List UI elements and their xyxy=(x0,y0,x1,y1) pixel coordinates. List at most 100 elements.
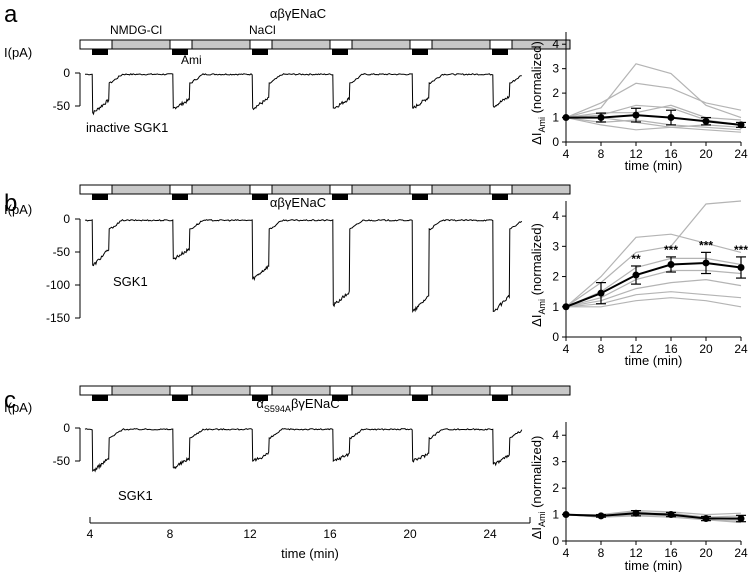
trace-y-tick: -150 xyxy=(46,311,70,325)
trace-y-tick: -50 xyxy=(53,245,71,259)
nmdg-segment xyxy=(191,184,251,195)
trace-panel-a: I(pA) 0 -50 xyxy=(4,39,571,116)
mean-point xyxy=(597,114,605,122)
y-axis-label: ΔIAmi (normalized) xyxy=(529,223,547,327)
x-axis-label: time (min) xyxy=(625,558,683,572)
trace-y-axis: I(pA) 0 -50 xyxy=(4,400,81,468)
time-tick-4: 4 xyxy=(87,527,94,541)
amiloride-marker xyxy=(252,49,268,55)
nmdg-segment xyxy=(111,385,171,396)
trace-panels: I(pA) 0 -50 I(pA) 0 -50 -100 -150 I(pA) 0 -50 xyxy=(4,39,571,473)
amiloride-marker xyxy=(332,395,348,401)
mean-point xyxy=(632,509,640,517)
y-tick-label: 4 xyxy=(552,37,559,51)
nmdg-segment xyxy=(431,385,491,396)
current-axis-label: I(pA) xyxy=(4,202,32,217)
time-axis-label: time (min) xyxy=(281,546,339,561)
nmdg-segment xyxy=(351,184,411,195)
trace-y-tick: -50 xyxy=(53,454,71,468)
x-tick-label: 16 xyxy=(664,342,678,356)
amiloride-marker xyxy=(332,194,348,200)
x-tick-label: 24 xyxy=(734,147,748,161)
y-tick-label: 0 xyxy=(552,135,559,149)
trace-y-tick: 0 xyxy=(63,66,70,80)
nmdg-segment xyxy=(271,184,331,195)
x-tick-label: 20 xyxy=(699,342,713,356)
nmdg-segment xyxy=(431,39,491,50)
trace-y-tick: 0 xyxy=(63,212,70,226)
significance-marker: *** xyxy=(699,238,713,252)
mean-point xyxy=(737,515,745,523)
panel-letter-b: b xyxy=(4,190,17,217)
time-tick-24: 24 xyxy=(483,527,497,541)
y-tick-label: 2 xyxy=(552,481,559,495)
mean-point xyxy=(702,117,710,125)
x-tick-label: 4 xyxy=(563,546,570,560)
mean-point xyxy=(702,259,710,267)
panel-a-condition: inactive SGK1 xyxy=(86,120,168,135)
y-tick-label: 3 xyxy=(552,62,559,76)
y-tick-label: 2 xyxy=(552,270,559,284)
panel-c-construct-post: βγENaC xyxy=(291,396,340,411)
mean-point xyxy=(737,263,745,271)
individual-cell-line xyxy=(565,117,742,131)
y-tick-label: 0 xyxy=(552,330,559,344)
trace-y-axis: I(pA) 0 -50 -100 -150 xyxy=(4,202,81,325)
individual-cell-line xyxy=(565,233,742,308)
individual-cell-line xyxy=(565,63,742,119)
time-tick-20: 20 xyxy=(403,527,417,541)
individual-cell-line xyxy=(565,200,742,308)
current-trace xyxy=(84,219,523,314)
amiloride-marker xyxy=(412,194,428,200)
y-axis-label: ΔIAmi (normalized) xyxy=(529,436,547,540)
x-axis-label: time (min) xyxy=(625,353,683,368)
mean-line xyxy=(566,114,742,126)
time-tick-16: 16 xyxy=(323,527,337,541)
y-tick-label: 1 xyxy=(552,508,559,522)
trace-y-axis: I(pA) 0 -50 xyxy=(4,45,81,113)
amiloride-marker xyxy=(492,395,508,401)
y-tick-label: 1 xyxy=(552,300,559,314)
current-axis-label: I(pA) xyxy=(4,45,32,60)
y-tick-label: 3 xyxy=(552,239,559,253)
amiloride-marker xyxy=(92,49,108,55)
panel-c-construct-main: α xyxy=(256,396,264,411)
mean-point xyxy=(562,511,570,519)
x-tick-label: 8 xyxy=(598,342,605,356)
panel-b-condition: SGK1 xyxy=(113,274,148,289)
amiloride-marker xyxy=(412,49,428,55)
time-tick-12: 12 xyxy=(243,527,257,541)
current-axis-label: I(pA) xyxy=(4,400,32,415)
y-tick-label: 3 xyxy=(552,455,559,469)
panel-letter-c: c xyxy=(4,387,16,414)
x-tick-label: 24 xyxy=(734,342,748,356)
nmdg-segment xyxy=(271,39,331,50)
x-tick-label: 12 xyxy=(629,342,643,356)
mean-point xyxy=(667,114,675,122)
panel-a-construct: αβγENaC xyxy=(270,6,326,21)
panel-c-condition: SGK1 xyxy=(118,488,153,503)
amiloride-marker xyxy=(92,194,108,200)
nmdg-segment xyxy=(511,385,571,396)
nmdg-segment xyxy=(351,385,411,396)
panel-letter-a: a xyxy=(4,1,18,28)
amiloride-marker xyxy=(492,194,508,200)
mean-point xyxy=(667,260,675,268)
amiloride-marker xyxy=(92,395,108,401)
individual-cell-line xyxy=(565,278,742,308)
amiloride-marker xyxy=(412,395,428,401)
panel-b-construct: αβγENaC xyxy=(270,195,326,210)
individual-cell-line xyxy=(565,104,742,121)
x-tick-label: 24 xyxy=(734,546,748,560)
nmdg-segment xyxy=(511,39,571,50)
mean-point xyxy=(667,511,675,519)
significance-marker: *** xyxy=(734,243,748,257)
x-tick-label: 8 xyxy=(598,546,605,560)
trace-panel-c: I(pA) 0 -50 xyxy=(4,385,571,473)
amiloride-marker xyxy=(252,395,268,401)
trace-y-tick: 0 xyxy=(63,421,70,435)
amiloride-marker xyxy=(252,194,268,200)
nmdg-segment xyxy=(191,385,251,396)
